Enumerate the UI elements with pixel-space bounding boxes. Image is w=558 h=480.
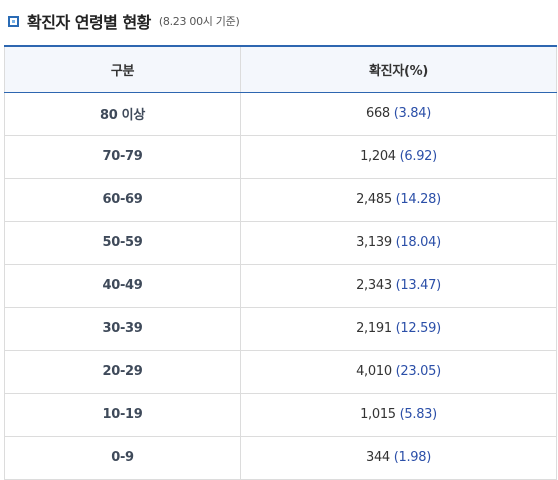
cases-cell: 1,015 (5.83) xyxy=(240,393,557,437)
section-header: 확진자 연령별 현황 (8.23 00시 기준) xyxy=(8,8,240,34)
age-group-cell: 60-69 xyxy=(4,178,241,222)
case-percent: (23.05) xyxy=(395,364,442,379)
cases-cell: 3,139 (18.04) xyxy=(240,221,557,265)
cases-cell: 668 (3.84) xyxy=(240,92,557,136)
table-row: 60-69 2,485 (14.28) xyxy=(4,178,557,222)
age-statistics-table: 구분 확진자(%) 80 이상 668 (3.84) 70-79 1,204 (… xyxy=(4,45,557,480)
header-cases: 확진자(%) xyxy=(240,45,557,93)
cases-cell: 2,343 (13.47) xyxy=(240,264,557,308)
case-count: 2,343 xyxy=(356,278,392,293)
case-count: 3,139 xyxy=(356,235,392,250)
case-count: 4,010 xyxy=(356,364,392,379)
page-title: 확진자 연령별 현황 xyxy=(27,13,151,32)
case-percent: (12.59) xyxy=(395,321,442,336)
cases-cell: 1,204 (6.92) xyxy=(240,135,557,179)
case-count: 344 xyxy=(365,450,390,465)
table-row: 30-39 2,191 (12.59) xyxy=(4,307,557,351)
case-percent: (1.98) xyxy=(393,450,432,465)
square-bullet-icon xyxy=(8,15,19,27)
age-group-cell: 50-59 xyxy=(4,221,241,265)
table-row: 0-9 344 (1.98) xyxy=(4,436,557,480)
age-group-cell: 20-29 xyxy=(4,350,241,394)
table-row: 40-49 2,343 (13.47) xyxy=(4,264,557,308)
age-group-cell: 10-19 xyxy=(4,393,241,437)
case-percent: (13.47) xyxy=(395,278,442,293)
cases-cell: 2,485 (14.28) xyxy=(240,178,557,222)
table-header-row: 구분 확진자(%) xyxy=(4,45,557,93)
reference-time: (8.23 00시 기준) xyxy=(158,15,240,28)
case-percent: (6.92) xyxy=(399,149,438,164)
table-row: 80 이상 668 (3.84) xyxy=(4,92,557,136)
case-count: 1,015 xyxy=(360,407,396,422)
cases-cell: 4,010 (23.05) xyxy=(240,350,557,394)
age-group-cell: 30-39 xyxy=(4,307,241,351)
case-percent: (18.04) xyxy=(395,235,442,250)
age-group-cell: 80 이상 xyxy=(4,92,241,136)
cases-cell: 344 (1.98) xyxy=(240,436,557,480)
case-count: 2,485 xyxy=(356,192,392,207)
cases-cell: 2,191 (12.59) xyxy=(240,307,557,351)
table-row: 20-29 4,010 (23.05) xyxy=(4,350,557,394)
case-count: 2,191 xyxy=(356,321,392,336)
age-group-cell: 40-49 xyxy=(4,264,241,308)
case-count: 1,204 xyxy=(360,149,396,164)
case-percent: (5.83) xyxy=(399,407,438,422)
age-group-cell: 0-9 xyxy=(4,436,241,480)
case-count: 668 xyxy=(365,106,390,121)
case-percent: (3.84) xyxy=(393,106,432,121)
table-row: 50-59 3,139 (18.04) xyxy=(4,221,557,265)
case-percent: (14.28) xyxy=(395,192,442,207)
table-row: 10-19 1,015 (5.83) xyxy=(4,393,557,437)
age-group-cell: 70-79 xyxy=(4,135,241,179)
table-row: 70-79 1,204 (6.92) xyxy=(4,135,557,179)
header-category: 구분 xyxy=(4,45,241,93)
